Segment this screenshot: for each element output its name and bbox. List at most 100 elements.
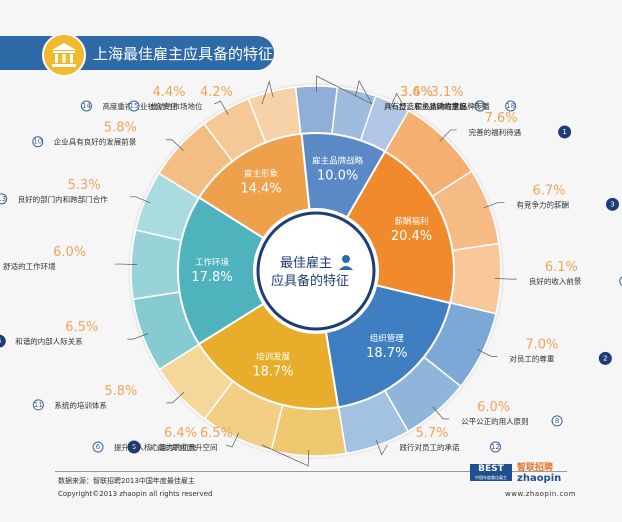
rank-number: 13 bbox=[0, 195, 6, 203]
rank-number: 3 bbox=[610, 200, 614, 208]
best-logo-text: BEST bbox=[478, 464, 504, 474]
rank-number: 14 bbox=[82, 102, 91, 110]
rank-badge: 17 bbox=[474, 100, 486, 112]
leader-line bbox=[494, 278, 517, 280]
center-title-line2: 应具备的特征 bbox=[271, 273, 349, 289]
rank-badge: 15 bbox=[128, 100, 140, 112]
rank-badge: 6 bbox=[92, 441, 104, 453]
leader-line bbox=[316, 75, 373, 105]
copyright-text: Copyright©2013 zhaopin all rights reserv… bbox=[58, 490, 213, 498]
outer-percent: 4.4% bbox=[152, 85, 185, 100]
source-note: 数据来源：智联招聘2013中国年度最佳雇主 bbox=[58, 477, 195, 485]
rank-number: 4 bbox=[0, 337, 2, 345]
outer-percent: 3.6% bbox=[400, 85, 433, 100]
person-icon bbox=[339, 255, 353, 270]
leader-line bbox=[127, 333, 149, 340]
rank-badge: 5 bbox=[127, 440, 141, 454]
leader-line bbox=[261, 444, 310, 467]
rank-number: 12 bbox=[491, 443, 500, 451]
leader-line bbox=[115, 263, 138, 265]
outer-label: 系统的培训体系 bbox=[54, 400, 107, 410]
outer-label: 提升个人核心能力的机会 bbox=[114, 442, 197, 452]
rank-badge: 13 bbox=[0, 193, 8, 205]
outer-percent: 5.7% bbox=[416, 426, 449, 441]
leader-line bbox=[439, 129, 457, 142]
outer-slice-7 bbox=[449, 242, 502, 315]
outer-percent: 5.3% bbox=[68, 178, 101, 193]
rank-badge: 18 bbox=[505, 100, 517, 112]
rank-number: 15 bbox=[130, 102, 139, 110]
zhaopin-logo: 智联招聘 zhaopin bbox=[517, 463, 569, 484]
rank-badge: 12 bbox=[490, 441, 502, 453]
outer-percent: 6.7% bbox=[533, 183, 566, 198]
building-icon bbox=[42, 33, 86, 77]
outer-label: 和谐的内部人际关系 bbox=[15, 336, 83, 346]
donut-chart: 薪酬福利 20.4% 组织管理 18.7% 培训发展 18.7% 工作环境 17.8% 雇主形象… bbox=[0, 75, 622, 467]
leader-line bbox=[166, 391, 185, 404]
outer-label: 高度重视企业社会责任 bbox=[102, 101, 177, 111]
leader-line bbox=[476, 349, 498, 357]
rank-badge: 7 bbox=[619, 276, 622, 286]
outer-label: 有竞争力的薪酬 bbox=[517, 199, 570, 209]
rank-badge: 3 bbox=[606, 197, 620, 211]
outer-label: 具有塑造雇主品牌的意识 bbox=[384, 101, 467, 111]
outer-label: 良好的收入前景 bbox=[529, 276, 582, 286]
leader-line bbox=[165, 139, 184, 151]
rank-number: 5 bbox=[132, 443, 136, 451]
outer-percent: 3.1% bbox=[431, 85, 464, 100]
rank-number: 10 bbox=[33, 138, 42, 146]
inner-slice-value: 20.4% bbox=[391, 229, 432, 244]
outer-percent: 6.0% bbox=[53, 245, 86, 260]
inner-slice-value: 18.7% bbox=[252, 365, 293, 380]
inner-slice-label: 薪酬福利 bbox=[395, 216, 429, 227]
outer-label: 成功的市场地位 bbox=[150, 101, 203, 111]
website-url: www.zhaopin.com bbox=[505, 490, 576, 498]
rank-badge: 14 bbox=[80, 100, 92, 112]
inner-slice-value: 17.8% bbox=[191, 270, 232, 285]
outer-label: 舒适的工作环境 bbox=[3, 261, 56, 271]
inner-slice-label: 培训发展 bbox=[256, 352, 291, 363]
outer-percent: 4.2% bbox=[200, 85, 233, 100]
outer-percent: 6.5% bbox=[200, 426, 233, 441]
outer-percent: 6.5% bbox=[65, 320, 98, 335]
rank-badge: 1 bbox=[558, 125, 572, 139]
rank-number: 8 bbox=[555, 417, 559, 425]
outer-label: 良好的部门内和跨部门合作 bbox=[18, 194, 108, 204]
rank-number: 18 bbox=[506, 102, 515, 110]
leader-line bbox=[389, 92, 403, 109]
outer-label: 践行对员工的承诺 bbox=[400, 442, 460, 452]
rank-badge: 4 bbox=[0, 334, 6, 348]
rank-number: 6 bbox=[96, 443, 101, 451]
rank-badge: 2 bbox=[598, 351, 612, 365]
outer-slice-5 bbox=[270, 403, 348, 457]
page-title: 上海最佳雇主应具备的特征 bbox=[93, 45, 274, 63]
inner-slice-label: 组织管理 bbox=[370, 333, 405, 344]
leader-line bbox=[214, 100, 229, 116]
leader-line bbox=[261, 80, 274, 105]
zhaopin-logo-en: zhaopin bbox=[517, 473, 562, 484]
center-ring bbox=[256, 211, 376, 331]
rank-badge: 11 bbox=[32, 399, 44, 411]
outer-label: 公平公正的用人原则 bbox=[461, 416, 529, 426]
rank-number: 1 bbox=[562, 128, 566, 136]
leader-line bbox=[375, 439, 388, 456]
outer-percent: 6.1% bbox=[545, 260, 578, 275]
inner-slice-label: 雇主形象 bbox=[244, 169, 279, 180]
outer-percent: 6.0% bbox=[477, 400, 510, 415]
inner-slice-value: 18.7% bbox=[366, 346, 407, 361]
inner-slice-label: 雇主品牌战略 bbox=[312, 155, 364, 166]
best-employer-logo: BEST 中国年度最佳雇主 bbox=[470, 464, 512, 481]
outer-percent: 6.4% bbox=[164, 426, 197, 441]
outer-label: 积极推动雇主品牌传播 bbox=[415, 101, 490, 111]
inner-slice-value: 14.4% bbox=[240, 182, 281, 197]
center-title-line1: 最佳雇主 bbox=[280, 255, 332, 271]
outer-percent: 5.8% bbox=[104, 121, 137, 136]
outer-percent: 7.6% bbox=[485, 111, 518, 126]
leader-line bbox=[483, 201, 505, 209]
rank-badge: 8 bbox=[551, 415, 563, 427]
leader-line bbox=[129, 196, 151, 204]
inner-slice-value: 10.0% bbox=[317, 168, 358, 183]
rank-number: 2 bbox=[603, 354, 607, 362]
outer-label: 对员工的尊重 bbox=[509, 353, 554, 363]
outer-label: 企业具有良好的发展前景 bbox=[54, 137, 137, 147]
